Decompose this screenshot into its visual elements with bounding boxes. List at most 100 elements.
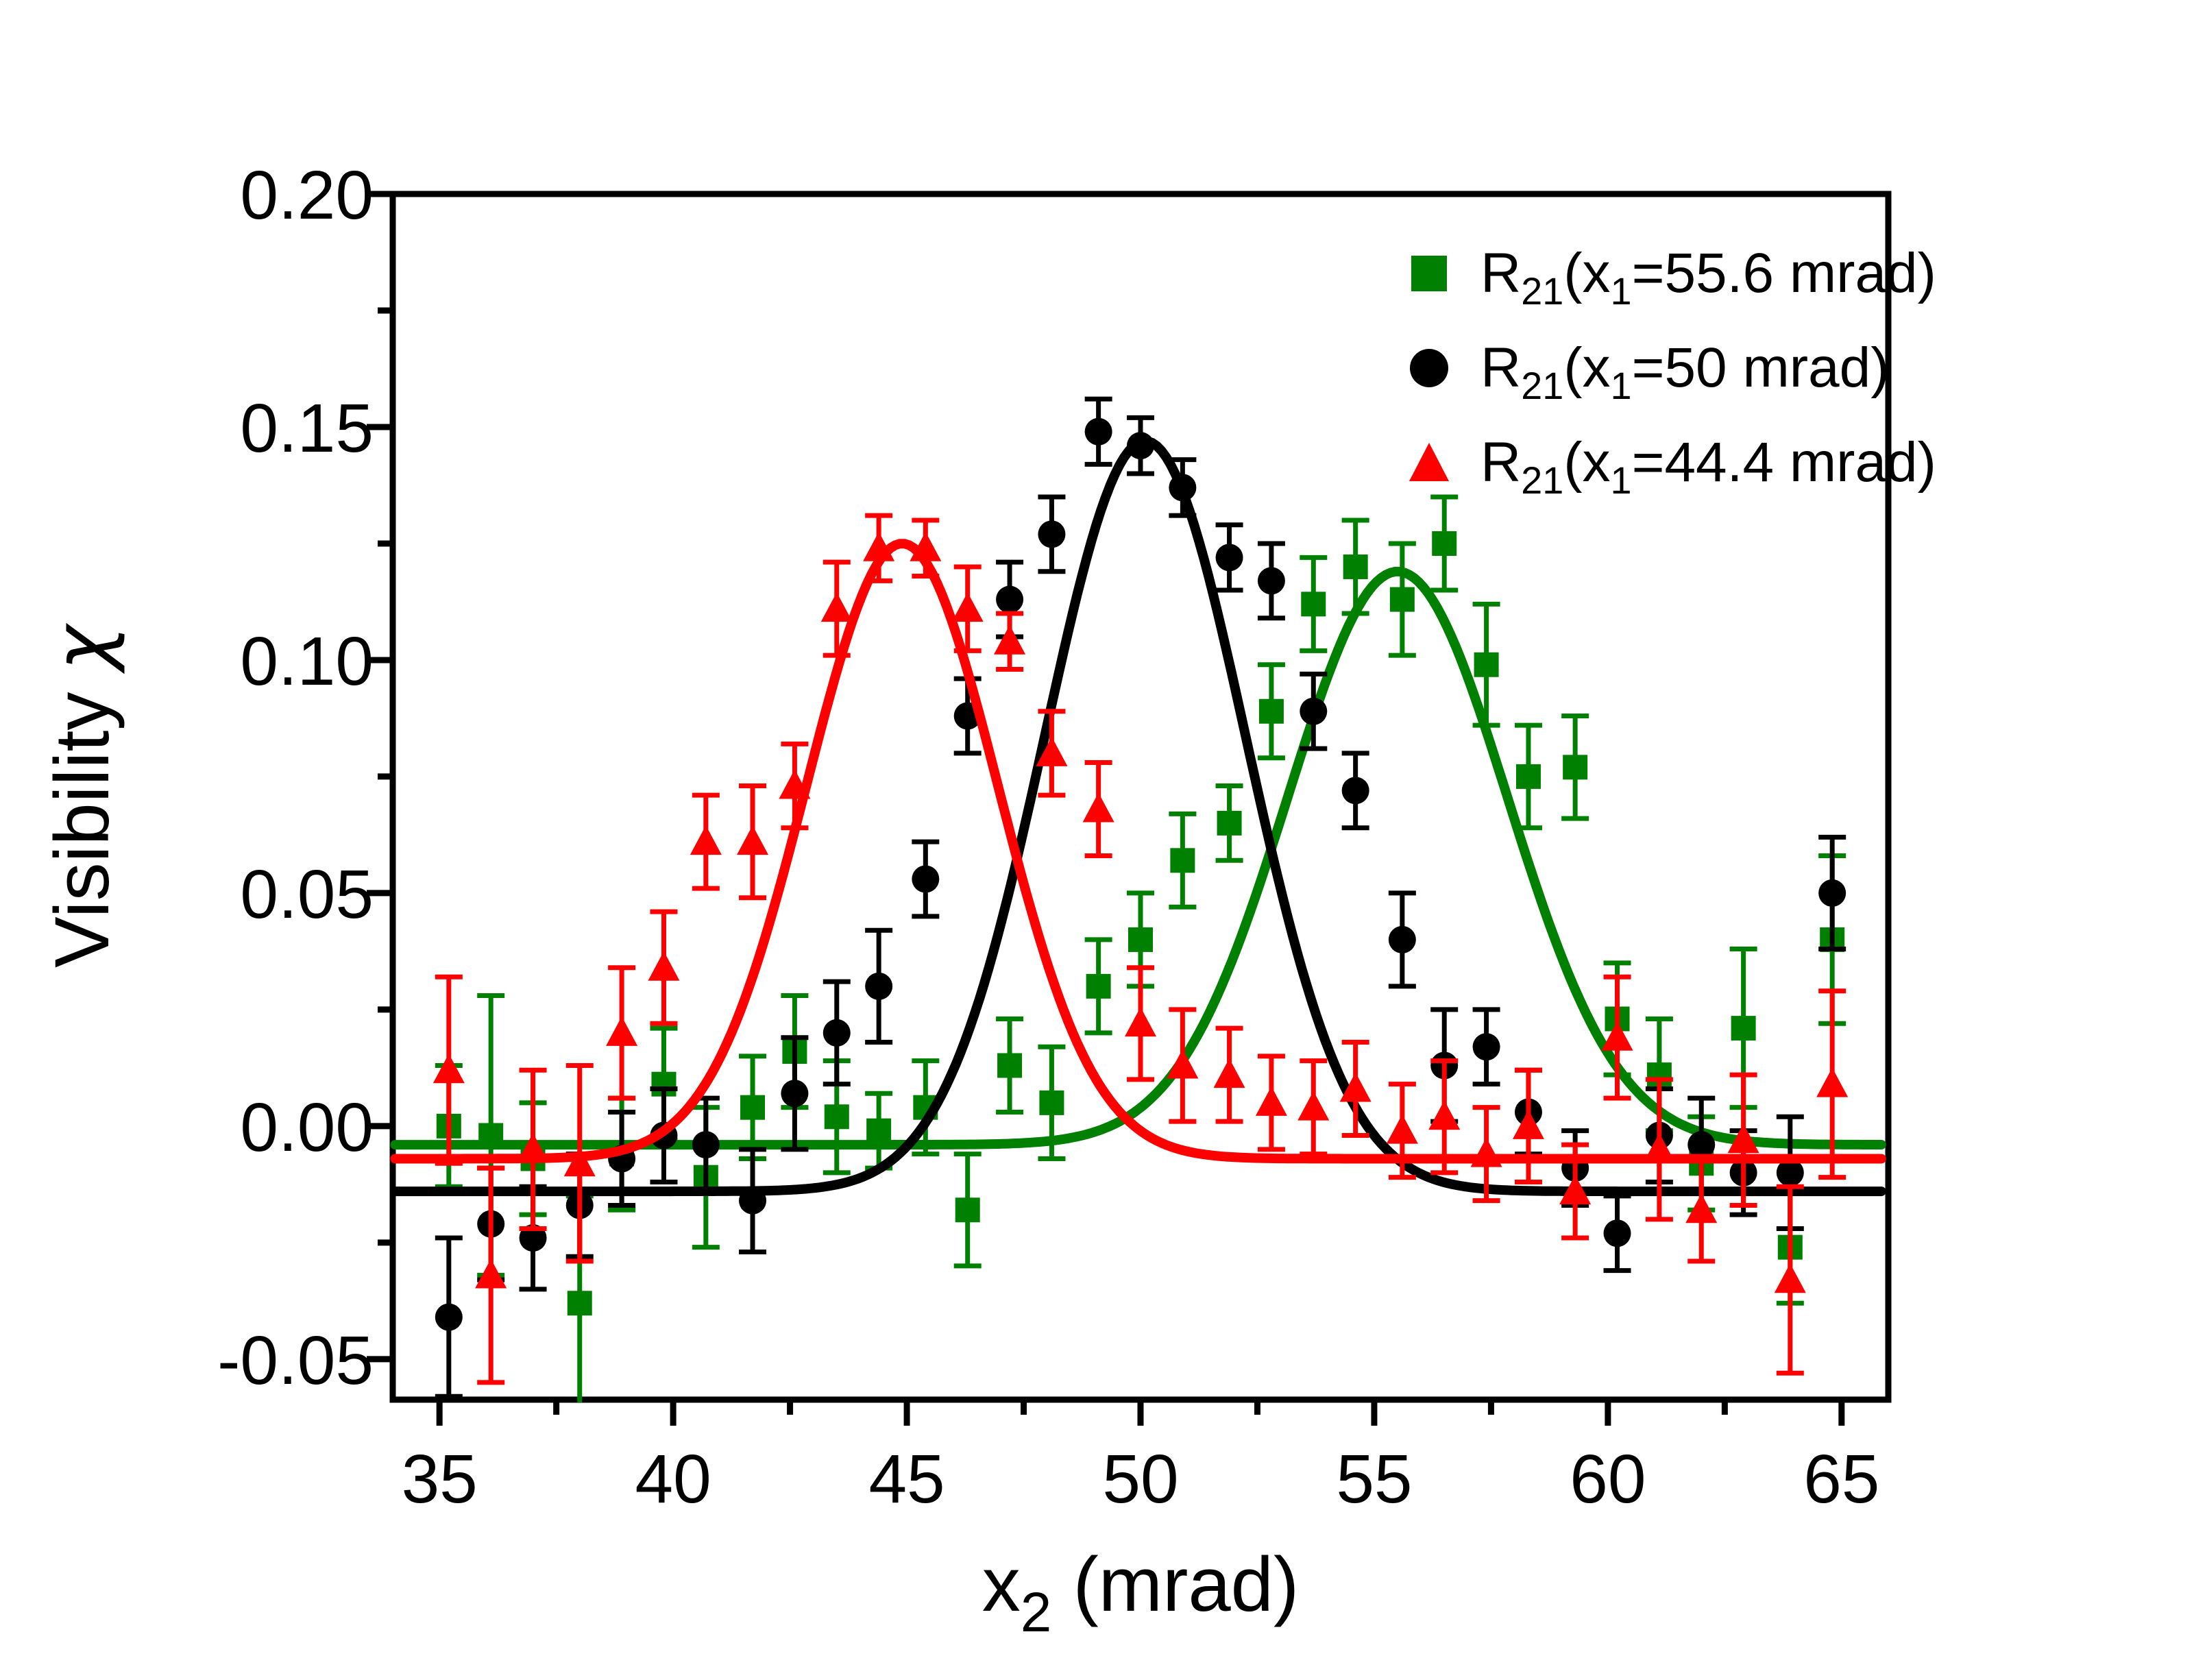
data-point xyxy=(1215,544,1243,572)
data-point xyxy=(435,1303,463,1331)
x-tick-label: 50 xyxy=(1102,1441,1178,1518)
data-point xyxy=(648,951,680,981)
legend-item-50: R21(x1=50 mrad) xyxy=(1378,321,1936,415)
x-axis-title: x2 (mrad) xyxy=(982,1542,1300,1644)
data-point xyxy=(1731,1016,1756,1041)
data-point xyxy=(822,1019,851,1047)
data-point xyxy=(519,1224,547,1252)
data-point xyxy=(1643,1132,1675,1162)
data-point xyxy=(475,1258,507,1289)
data-point xyxy=(1470,1137,1502,1167)
x-tick-label: 40 xyxy=(635,1441,711,1518)
x-tick-label: 55 xyxy=(1336,1441,1412,1518)
data-point xyxy=(1432,531,1457,556)
data-point xyxy=(1300,697,1328,725)
data-point xyxy=(1127,432,1154,460)
data-point xyxy=(1603,1219,1631,1247)
data-point xyxy=(692,1131,720,1159)
data-point xyxy=(1167,1049,1199,1079)
data-point xyxy=(690,825,722,855)
data-point xyxy=(863,531,895,561)
data-point xyxy=(912,865,940,893)
data-point xyxy=(737,825,769,855)
data-point xyxy=(740,1095,766,1120)
data-point xyxy=(1559,1175,1592,1205)
data-point xyxy=(1038,520,1066,548)
data-point xyxy=(1170,848,1195,873)
data-point xyxy=(606,1016,638,1046)
legend: R21(x1=55.6 mrad) R21(x1=50 mrad) R21(x1… xyxy=(1378,226,1936,510)
data-point xyxy=(951,592,984,622)
data-point xyxy=(1727,1123,1759,1154)
data-point xyxy=(1039,1090,1064,1115)
data-point xyxy=(865,972,893,1000)
data-point xyxy=(739,1186,767,1215)
data-point xyxy=(1297,1091,1330,1121)
data-point xyxy=(997,1053,1023,1078)
data-point xyxy=(1217,810,1242,836)
data-point xyxy=(996,585,1024,613)
data-point xyxy=(1685,1193,1718,1224)
y-tick-label: 0.05 xyxy=(240,856,374,933)
y-axis-title: Visibility χ xyxy=(38,622,127,968)
data-point xyxy=(1472,1033,1500,1061)
data-point xyxy=(1036,736,1068,766)
red-triangle-icon xyxy=(1378,439,1480,487)
data-point xyxy=(1776,1158,1804,1186)
data-point xyxy=(1343,554,1368,579)
x-tick-label: 60 xyxy=(1570,1441,1646,1518)
data-point xyxy=(820,592,853,622)
axis-tick-labels: 35 40 45 50 55 60 65 0.20 0.15 0.10 0.05 0.00 -0.05 xyxy=(217,157,1879,1518)
data-point xyxy=(1428,1100,1461,1130)
axis-ticks xyxy=(367,191,1845,1426)
legend-label-55-6: R21(x1=55.6 mrad) xyxy=(1480,242,1936,313)
data-point xyxy=(1563,755,1588,780)
data-point xyxy=(910,531,942,561)
x-tick-label: 45 xyxy=(868,1441,944,1518)
y-tick-label: 0.00 xyxy=(240,1089,374,1166)
x-tick-label: 35 xyxy=(402,1441,478,1518)
legend-item-44-4: R21(x1=44.4 mrad) xyxy=(1378,415,1936,510)
data-point xyxy=(779,769,811,799)
data-point xyxy=(1774,1263,1806,1293)
series-square xyxy=(390,494,1886,1402)
data-point xyxy=(1125,1007,1156,1037)
y-tick-label: -0.05 xyxy=(217,1322,374,1399)
data-point xyxy=(1601,1021,1633,1051)
data-point xyxy=(1389,587,1415,612)
data-point xyxy=(1128,927,1153,952)
black-circle-icon xyxy=(1378,344,1480,392)
data-series-layer xyxy=(390,396,1886,1402)
data-point xyxy=(955,1197,980,1223)
data-point xyxy=(563,1147,596,1177)
fit-curve xyxy=(390,539,1886,1164)
series-triangle xyxy=(390,513,1886,1385)
data-point xyxy=(1818,879,1846,907)
green-square-icon xyxy=(1378,249,1480,297)
data-point xyxy=(1257,567,1285,595)
data-point xyxy=(866,1118,892,1143)
data-point xyxy=(1301,592,1326,617)
data-point xyxy=(1388,925,1416,953)
legend-label-50: R21(x1=50 mrad) xyxy=(1480,337,1890,407)
data-point xyxy=(517,1132,549,1162)
data-point xyxy=(1084,417,1112,446)
data-point xyxy=(824,1104,849,1130)
data-point xyxy=(994,624,1026,655)
data-point xyxy=(1687,1131,1716,1159)
data-point xyxy=(1386,1114,1418,1144)
data-point xyxy=(1255,1086,1287,1116)
y-tick-label: 0.20 xyxy=(240,157,374,234)
y-tick-label: 0.10 xyxy=(240,623,374,700)
data-point xyxy=(1258,698,1284,724)
data-point xyxy=(1515,764,1541,789)
data-point xyxy=(1169,474,1197,502)
data-point xyxy=(1474,652,1499,677)
data-point xyxy=(1086,973,1111,999)
data-point xyxy=(1082,792,1114,823)
data-point xyxy=(478,1123,504,1148)
data-point xyxy=(432,1054,465,1084)
data-point xyxy=(1213,1058,1245,1088)
data-point xyxy=(1512,1109,1544,1139)
